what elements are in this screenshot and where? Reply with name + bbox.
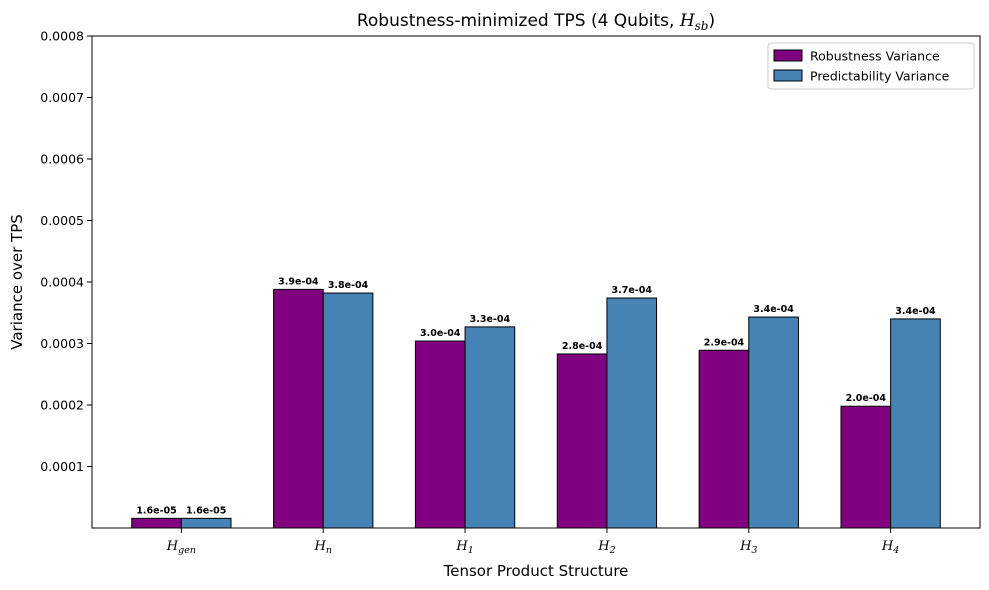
- legend: Robustness Variance Predictability Varian…: [767, 42, 975, 90]
- legend-swatch-robustness: [773, 49, 803, 62]
- bar-robustness-5: [840, 405, 892, 529]
- chart-title-subscript: sb: [695, 19, 709, 33]
- bar-predictability-3: [606, 297, 658, 529]
- data-label-robustness-1: 3.9e-04: [278, 276, 319, 287]
- data-label-predictability-3: 3.7e-04: [612, 285, 653, 296]
- data-label-predictability-1: 3.8e-04: [328, 280, 369, 291]
- y-tick-label: 0.0002: [40, 398, 84, 413]
- chart-title: Robustness-minimized TPS (4 Qubits, Hsb): [357, 11, 715, 33]
- bar-predictability-1: [322, 292, 374, 529]
- x-axis-label: Tensor Product Structure: [443, 562, 629, 580]
- bars-layer: [131, 288, 941, 529]
- chart-title-symbol: H: [679, 11, 696, 31]
- bar-robustness-2: [414, 340, 466, 529]
- legend-box: [767, 42, 975, 90]
- x-tick-label: H3: [739, 539, 757, 556]
- legend-swatch-predictability: [773, 69, 803, 82]
- y-tick-label: 0.0004: [40, 275, 84, 290]
- chart-title-text: Robustness-minimized TPS (4 Qubits,: [357, 11, 680, 31]
- x-tick-label: H1: [455, 539, 473, 556]
- bar-robustness-4: [698, 349, 750, 529]
- x-tick-label: Hn: [313, 539, 331, 556]
- x-axis: Hgen Hn H1 H2 H3 H4: [166, 528, 899, 556]
- bar-robustness-0: [131, 517, 182, 529]
- y-tick-label: 0.0003: [40, 336, 84, 351]
- data-label-predictability-0: 1.6e-05: [186, 505, 226, 516]
- chart-title-suffix: ): [708, 11, 715, 31]
- y-tick-label: 0.0005: [40, 213, 84, 228]
- bar-predictability-0: [180, 517, 232, 529]
- data-label-robustness-3: 2.8e-04: [562, 341, 603, 352]
- data-label-robustness-2: 3.0e-04: [420, 328, 461, 339]
- data-label-predictability-2: 3.3e-04: [470, 314, 511, 325]
- x-tick-label: Hgen: [166, 539, 196, 556]
- data-labels-layer: 1.6e-05 3.9e-04 3.0e-04 2.8e-04 2.9e-04 2.0e-…: [136, 276, 936, 516]
- data-label-robustness-5: 2.0e-04: [846, 393, 887, 404]
- x-tick-label: H4: [881, 539, 899, 556]
- legend-label-predictability: Predictability Variance: [810, 69, 950, 84]
- y-tick-label: 0.0007: [40, 90, 84, 105]
- y-tick-label: 0.0001: [40, 459, 84, 474]
- y-tick-label: 0.0006: [40, 152, 84, 167]
- bar-predictability-4: [748, 316, 799, 529]
- data-label-predictability-4: 3.4e-04: [753, 304, 794, 315]
- y-axis-label: Variance over TPS: [8, 214, 26, 350]
- x-tick-label: H2: [597, 539, 615, 556]
- y-axis: 0.0001 0.0002 0.0003 0.0004 0.0005 0.0006 0.00…: [40, 29, 92, 474]
- bar-robustness-3: [556, 353, 608, 529]
- bar-predictability-2: [464, 326, 516, 529]
- bar-robustness-1: [273, 288, 324, 529]
- data-label-predictability-5: 3.4e-04: [895, 306, 936, 317]
- y-tick-label: 0.0008: [40, 29, 84, 44]
- bar-predictability-5: [890, 318, 941, 529]
- legend-label-robustness: Robustness Variance: [810, 49, 940, 64]
- data-label-robustness-4: 2.9e-04: [704, 337, 745, 348]
- data-label-robustness-0: 1.6e-05: [136, 505, 176, 516]
